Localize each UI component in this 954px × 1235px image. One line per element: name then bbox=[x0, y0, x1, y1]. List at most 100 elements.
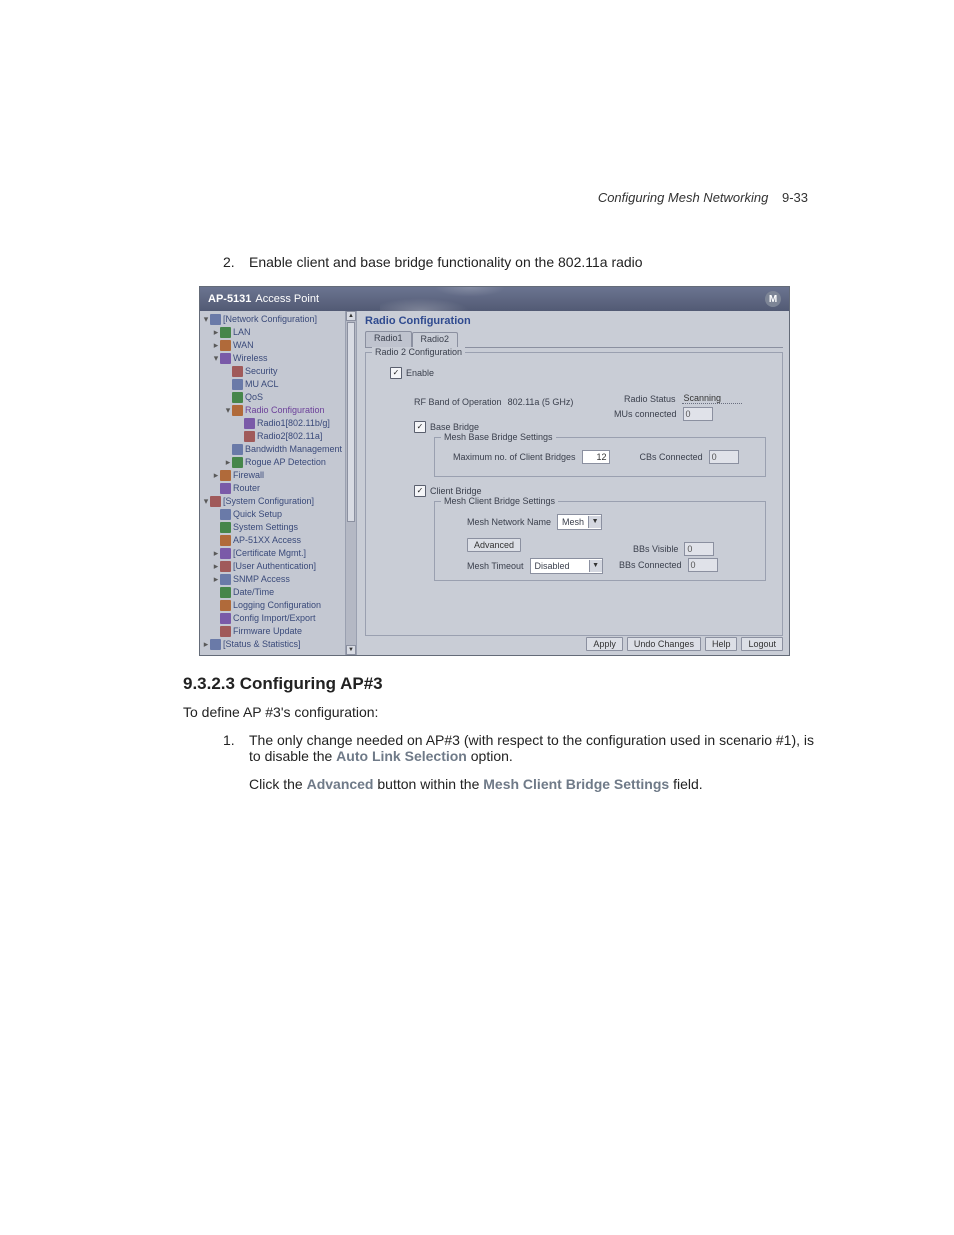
panel-title: Radio Configuration bbox=[365, 315, 783, 327]
tree-node-icon bbox=[220, 509, 231, 520]
tree-item[interactable]: ▸Firewall bbox=[202, 469, 356, 482]
tree-twisty-icon[interactable]: ▸ bbox=[224, 456, 232, 469]
tree-item[interactable]: ▸ LAN bbox=[202, 326, 356, 339]
tree-twisty-icon[interactable]: ▸ bbox=[202, 638, 210, 651]
enable-label: Enable bbox=[406, 368, 434, 378]
scroll-up-icon[interactable]: ▲ bbox=[346, 311, 356, 321]
tree-twisty-icon[interactable]: ▸ bbox=[212, 560, 220, 573]
tree-item-label: AP-51XX Access bbox=[233, 534, 301, 547]
tree-item[interactable]: ▾Wireless bbox=[202, 352, 356, 365]
tree-twisty-icon[interactable]: ▾ bbox=[202, 313, 210, 326]
undo-changes-button[interactable]: Undo Changes bbox=[627, 637, 701, 651]
tree-item-label: [System Configuration] bbox=[223, 495, 314, 508]
scroll-down-icon[interactable]: ▼ bbox=[346, 645, 356, 655]
titlebar-suffix: Access Point bbox=[255, 293, 319, 305]
tree-item[interactable]: Config Import/Export bbox=[202, 612, 356, 625]
enable-checkbox[interactable]: ✓ bbox=[390, 367, 402, 379]
tree-item[interactable]: Quick Setup bbox=[202, 508, 356, 521]
tree-node-icon bbox=[232, 457, 243, 468]
tree-item[interactable]: Date/Time bbox=[202, 586, 356, 599]
tree-item-label: Security bbox=[245, 365, 278, 378]
tree-node-icon bbox=[232, 366, 243, 377]
tree-twisty-icon[interactable]: ▾ bbox=[224, 404, 232, 417]
document-page: Configuring Mesh Networking 9-33 2. Enab… bbox=[0, 0, 954, 1235]
tree-item[interactable]: QoS bbox=[202, 391, 356, 404]
tree-item-label: Radio1[802.11b/g] bbox=[257, 417, 330, 430]
mus-connected-value: 0 bbox=[683, 407, 713, 421]
tree-item[interactable]: Firmware Update bbox=[202, 625, 356, 638]
mesh-name-value: Mesh bbox=[558, 517, 588, 527]
tab-radio2[interactable]: Radio2 bbox=[412, 332, 459, 348]
tree-item[interactable]: ▾ [Network Configuration] bbox=[202, 313, 356, 326]
tree-item[interactable]: Logging Configuration bbox=[202, 599, 356, 612]
tree-item-label: System Settings bbox=[233, 521, 298, 534]
chevron-down-icon[interactable]: ▼ bbox=[588, 516, 601, 528]
tree-twisty-icon[interactable]: ▸ bbox=[212, 547, 220, 560]
tree-item[interactable]: System Settings bbox=[202, 521, 356, 534]
enable-row: ✓ Enable bbox=[390, 367, 774, 379]
base-bridge-fieldset: Mesh Base Bridge Settings Maximum no. of… bbox=[434, 437, 766, 477]
step-number: 1. bbox=[223, 732, 249, 792]
base-bridge-checkbox[interactable]: ✓ bbox=[414, 421, 426, 433]
app-screenshot: AP-5131 Access Point M ▾[Network Configu… bbox=[199, 286, 790, 656]
tree-item[interactable]: Bandwidth Management bbox=[202, 443, 356, 456]
tree-item[interactable]: ▸ WAN bbox=[202, 339, 356, 352]
tree-twisty-icon[interactable]: ▸ bbox=[212, 339, 220, 352]
advanced-button[interactable]: Advanced bbox=[467, 538, 521, 552]
tree-node-icon bbox=[220, 535, 231, 546]
mesh-timeout-select[interactable]: Disabled ▼ bbox=[530, 558, 603, 574]
tree-item[interactable]: Router bbox=[202, 482, 356, 495]
step-text: The only change needed on AP#3 (with res… bbox=[249, 732, 819, 792]
tree-item-label: [Network Configuration] bbox=[223, 313, 317, 326]
tree-item-label: WAN bbox=[233, 339, 254, 352]
tree-item[interactable]: ▾Radio Configuration bbox=[202, 404, 356, 417]
scroll-thumb[interactable] bbox=[347, 322, 355, 522]
tab-radio1[interactable]: Radio1 bbox=[365, 331, 412, 347]
tree-item[interactable]: AP-51XX Access bbox=[202, 534, 356, 547]
tree-item-label: Date/Time bbox=[233, 586, 274, 599]
tree-item[interactable]: ▾ [System Configuration] bbox=[202, 495, 356, 508]
client-bridge-checkbox[interactable]: ✓ bbox=[414, 485, 426, 497]
base-bridge-label: Base Bridge bbox=[430, 422, 479, 432]
tree-item-label: LAN bbox=[233, 326, 251, 339]
tree-twisty-icon[interactable]: ▾ bbox=[202, 495, 210, 508]
max-cb-input[interactable]: 12 bbox=[582, 450, 610, 464]
ui-label: Auto Link Selection bbox=[336, 748, 467, 764]
tree-item[interactable]: Radio1[802.11b/g] bbox=[202, 417, 356, 430]
help-button[interactable]: Help bbox=[705, 637, 738, 651]
mesh-name-select[interactable]: Mesh ▼ bbox=[557, 514, 602, 530]
tree-item[interactable]: ▸[User Authentication] bbox=[202, 560, 356, 573]
tree-item-label: [Certificate Mgmt.] bbox=[233, 547, 306, 560]
mesh-name-label: Mesh Network Name bbox=[467, 517, 551, 527]
tree-item[interactable]: ▸ [Certificate Mgmt.] bbox=[202, 547, 356, 560]
tree-twisty-icon[interactable]: ▸ bbox=[212, 469, 220, 482]
tree-twisty-icon[interactable]: ▾ bbox=[212, 352, 220, 365]
tree-item[interactable]: ▸Rogue AP Detection bbox=[202, 456, 356, 469]
tree-item[interactable]: ▸SNMP Access bbox=[202, 573, 356, 586]
tree-twisty-icon[interactable]: ▸ bbox=[212, 326, 220, 339]
tree-item-label: Router bbox=[233, 482, 260, 495]
radio2-legend: Radio 2 Configuration bbox=[372, 347, 465, 357]
tree-node-icon bbox=[220, 548, 231, 559]
chevron-down-icon[interactable]: ▼ bbox=[589, 560, 602, 572]
nav-tree[interactable]: ▾[Network Configuration]▸LAN▸WAN▾Wireles… bbox=[200, 311, 357, 655]
tree-node-icon bbox=[220, 340, 231, 351]
main-panel: Radio Configuration Radio1 Radio2 Radio … bbox=[357, 311, 789, 655]
max-cb-label: Maximum no. of Client Bridges bbox=[453, 452, 576, 462]
bbs-visible-value: 0 bbox=[684, 542, 714, 556]
running-header-title: Configuring Mesh Networking bbox=[598, 190, 769, 205]
rf-status-block: RF Band of Operation 802.11a (5 GHz) Rad… bbox=[414, 391, 774, 417]
tree-node-icon bbox=[220, 626, 231, 637]
step-number: 2. bbox=[223, 254, 249, 270]
tree-item[interactable]: MU ACL bbox=[202, 378, 356, 391]
apply-button[interactable]: Apply bbox=[586, 637, 623, 651]
tree-item[interactable]: ▸[Status & Statistics] bbox=[202, 638, 356, 651]
logout-button[interactable]: Logout bbox=[741, 637, 783, 651]
tree-item-label: QoS bbox=[245, 391, 263, 404]
tree-item[interactable]: Security bbox=[202, 365, 356, 378]
tree-item[interactable]: Radio2[802.11a] bbox=[202, 430, 356, 443]
tree-node-icon bbox=[220, 522, 231, 533]
tree-scrollbar[interactable]: ▲ ▼ bbox=[345, 311, 356, 655]
radio-status-value: Scanning bbox=[682, 393, 742, 404]
tree-twisty-icon[interactable]: ▸ bbox=[212, 573, 220, 586]
